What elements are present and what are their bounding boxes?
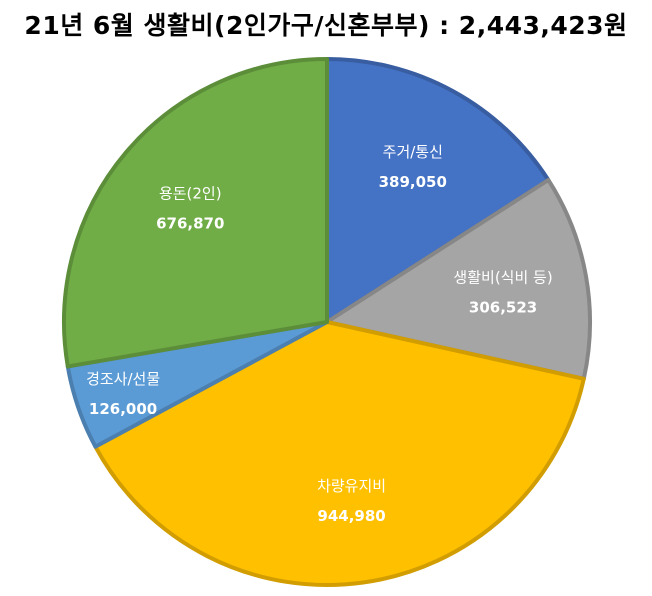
pie-slice [93, 320, 586, 587]
slice-value-label: 676,870 [156, 215, 224, 233]
pie-slice [325, 57, 551, 324]
slice-label: 용돈(2인) [159, 185, 222, 203]
slice-value-label: 944,980 [317, 507, 385, 525]
chart-title: 21년 6월 생활비(2인가구/신혼부부) : 2,443,423원 [24, 11, 628, 40]
slice-label: 차량유지비 [317, 477, 386, 495]
pie-slice [325, 177, 592, 381]
slice-label: 주거/통신 [383, 143, 443, 161]
slice-value-label: 389,050 [379, 173, 447, 191]
slice-value-label: 126,000 [89, 400, 157, 418]
slice-label: 경조사/선물 [86, 370, 160, 388]
slice-label: 생활비(식비 등) [453, 269, 552, 287]
pie-slice [62, 57, 329, 369]
slice-value-label: 306,523 [469, 299, 537, 317]
